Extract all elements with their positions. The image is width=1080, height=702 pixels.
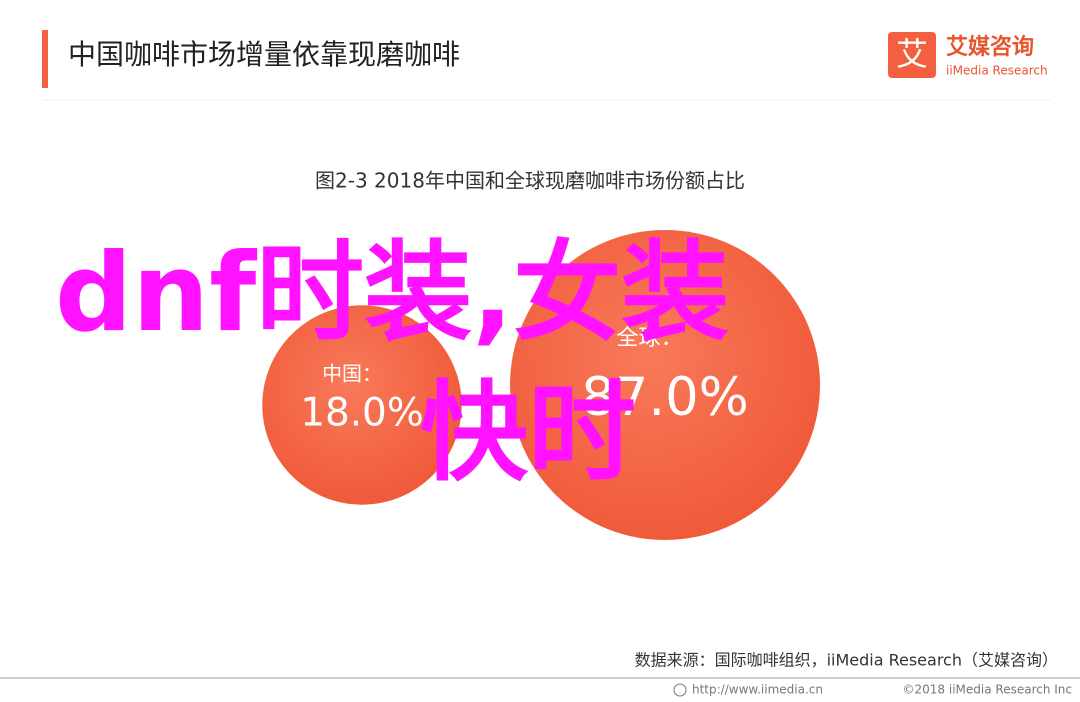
globe-icon [673, 683, 687, 697]
chart-subtitle: 图2-3 2018年中国和全球现磨咖啡市场份额占比 [315, 169, 745, 193]
footer-url: http://www.iimedia.cn [692, 683, 823, 697]
bubble-value-label: 87.0% [581, 367, 749, 428]
footer-copyright: ©2018 iiMedia Research Inc [903, 683, 1072, 697]
bubble [510, 230, 820, 540]
logo-name: 艾媒咨询 [946, 34, 1034, 60]
logo-mark-bg [888, 32, 936, 78]
bubble-category: 全球： [616, 325, 683, 351]
source: 数据来源：国际咖啡组织，iiMedia Research（艾媒咨询） [635, 651, 1058, 670]
header-bar [42, 30, 48, 88]
overlay-text: dnf时装,女装 [55, 231, 729, 356]
header-title: 中国咖啡市场增量依靠现磨咖啡 [68, 38, 460, 71]
bubble [262, 305, 462, 505]
logo-mark: 艾 [896, 35, 928, 73]
logo-name-en: iiMedia Research [946, 64, 1048, 78]
bubble-category: 中国： [322, 362, 382, 386]
bubble-value-label: 18.0% [300, 390, 424, 435]
overlay-text: 快时 [420, 371, 636, 496]
